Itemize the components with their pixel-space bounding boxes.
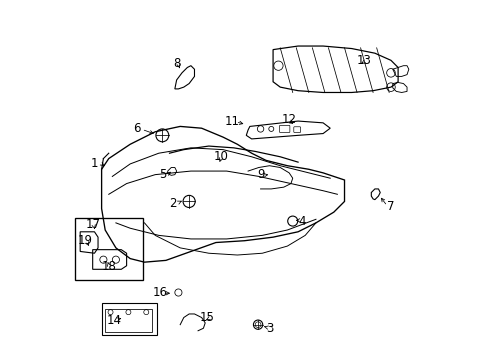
- Text: 4: 4: [297, 215, 305, 228]
- Text: 12: 12: [281, 113, 296, 126]
- Text: 14: 14: [106, 314, 122, 327]
- Text: 7: 7: [386, 200, 394, 213]
- Text: 9: 9: [256, 168, 264, 181]
- Text: 2: 2: [169, 197, 177, 210]
- Text: 11: 11: [224, 114, 239, 127]
- Text: 3: 3: [265, 322, 273, 335]
- Text: 1: 1: [91, 157, 98, 170]
- Text: 16: 16: [153, 286, 168, 299]
- Text: 8: 8: [173, 57, 180, 71]
- Text: 13: 13: [356, 54, 371, 67]
- Text: 10: 10: [213, 150, 228, 163]
- Text: 17: 17: [85, 218, 100, 231]
- Text: 18: 18: [101, 260, 116, 273]
- Text: 5: 5: [158, 168, 166, 181]
- Bar: [75, 217, 142, 280]
- Text: 6: 6: [133, 122, 141, 135]
- Text: 15: 15: [199, 311, 214, 324]
- Text: 19: 19: [78, 234, 93, 247]
